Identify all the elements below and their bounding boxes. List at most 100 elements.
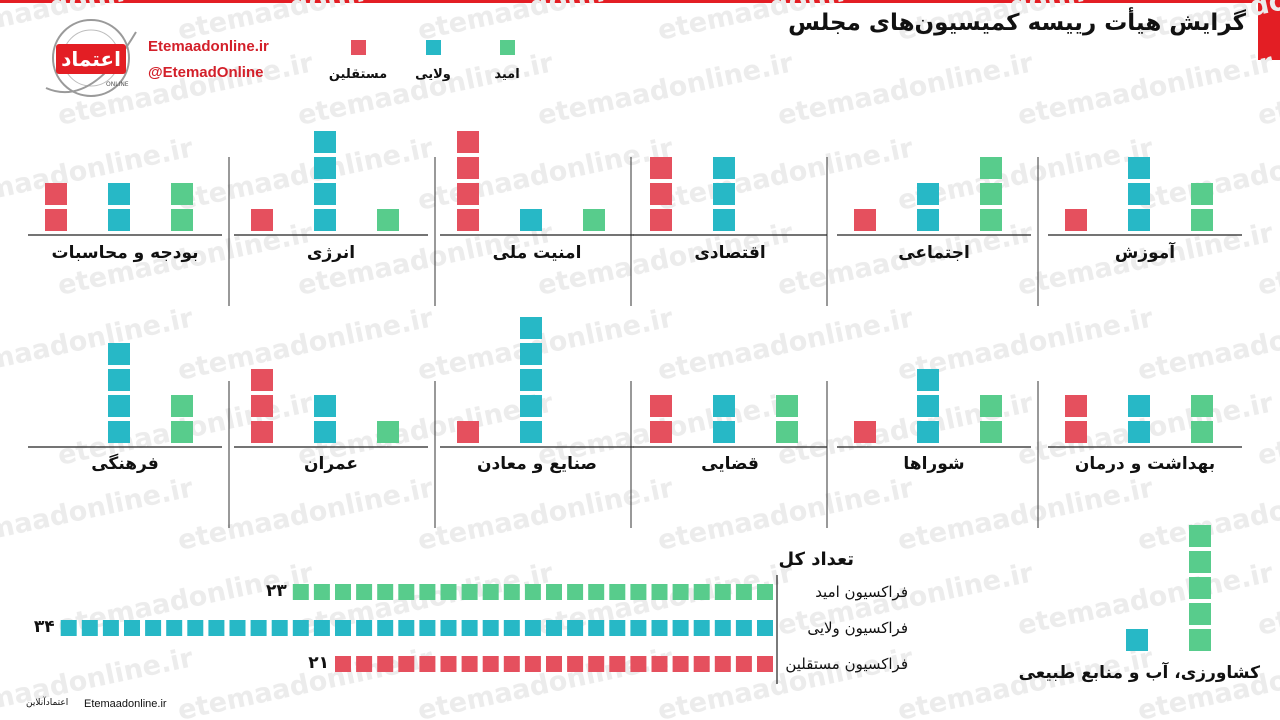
bar-block-mostaghel [1065, 421, 1087, 443]
total-block-velayi [166, 620, 183, 636]
total-block-mostaghel [757, 656, 773, 672]
total-block-omid [313, 584, 330, 600]
bar-block-omid [1191, 421, 1213, 443]
footer-name: اعتمادآنلاین [26, 698, 69, 708]
bar-block-velayi [520, 369, 542, 391]
bar-block-omid [1189, 577, 1211, 599]
totals-title: تعداد کل [778, 549, 854, 570]
bar-block-velayi [1128, 209, 1150, 231]
bar-block-mostaghel [251, 421, 273, 443]
bar-block-velayi [520, 209, 542, 231]
total-block-omid [292, 584, 309, 600]
svg-text:اعتماد: اعتماد [61, 47, 121, 71]
chart-title: گرایش هیأت رییسه کمیسیون‌های مجلس [788, 10, 1246, 36]
total-block-velayi [419, 620, 436, 636]
committee-label: فرهنگی [91, 454, 159, 474]
total-block-velayi [714, 620, 731, 636]
total-block-velayi [567, 620, 584, 636]
legend-label-velayi: ولایی [415, 67, 451, 82]
legend-mostaghel: مستقلین [318, 40, 398, 82]
bar-block-omid [1189, 629, 1211, 651]
bar-block-omid [980, 395, 1002, 417]
total-block-omid [440, 584, 457, 600]
total-block-mostaghel [398, 656, 415, 672]
total-block-velayi [546, 620, 562, 636]
total-block-velayi [398, 620, 415, 636]
total-block-velayi [356, 620, 373, 636]
total-block-omid [377, 584, 394, 600]
bar-block-velayi [108, 183, 130, 205]
total-label-omid: فراکسیون امید [815, 583, 908, 601]
total-block-velayi [630, 620, 647, 636]
total-block-omid [757, 584, 773, 600]
total-block-mostaghel [735, 656, 752, 672]
total-block-omid [714, 584, 731, 600]
legend-label-omid: امید [494, 67, 520, 82]
total-block-mostaghel [588, 656, 605, 672]
total-block-velayi [313, 620, 330, 636]
total-block-omid [735, 584, 752, 600]
total-value-velayi: ۳۴ [33, 617, 55, 637]
total-block-omid [609, 584, 626, 600]
committee-label: شوراها [903, 454, 965, 474]
total-block-mostaghel [609, 656, 626, 672]
bar-block-omid [1191, 209, 1213, 231]
bar-block-velayi [314, 421, 336, 443]
legend-omid: امید [467, 40, 547, 82]
bar-block-velayi [108, 209, 130, 231]
total-block-omid [567, 584, 584, 600]
bar-block-velayi [713, 395, 735, 417]
total-label-mostaghel: فراکسیون مستقلین [785, 655, 908, 673]
bar-block-velayi [314, 209, 336, 231]
total-block-velayi [482, 620, 499, 636]
total-block-velayi [229, 620, 246, 636]
bar-block-velayi [713, 421, 735, 443]
total-block-velayi [735, 620, 752, 636]
bar-block-velayi [314, 157, 336, 179]
logo-icon: اعتماد ONLINE [45, 19, 137, 97]
total-block-velayi [524, 620, 541, 636]
bar-block-omid [1189, 525, 1211, 547]
committee-label: بهداشت و درمان [1074, 454, 1216, 474]
total-block-mostaghel [440, 656, 457, 672]
bar-block-velayi [1128, 421, 1150, 443]
bar-block-mostaghel [251, 369, 273, 391]
total-block-velayi [124, 620, 140, 636]
bar-block-mostaghel [457, 131, 479, 153]
bar-block-mostaghel [650, 209, 672, 231]
bar-block-velayi [108, 395, 130, 417]
legend-swatch-mostaghel [350, 40, 366, 55]
footer-site: Etemaadonline.ir [84, 698, 167, 710]
bar-block-omid [1191, 183, 1213, 205]
total-block-velayi [588, 620, 605, 636]
bar-block-omid [171, 183, 193, 205]
bar-block-mostaghel [45, 209, 67, 231]
social-handle: @EtemadOnline [148, 64, 264, 81]
total-block-omid [356, 584, 373, 600]
total-block-omid [524, 584, 541, 600]
bar-block-mostaghel [45, 183, 67, 205]
total-block-velayi [145, 620, 162, 636]
bar-block-omid [377, 209, 399, 231]
bar-block-velayi [520, 395, 542, 417]
bar-block-omid [583, 209, 605, 231]
bar-block-mostaghel [457, 157, 479, 179]
total-block-mostaghel [546, 656, 562, 672]
bar-block-mostaghel [650, 395, 672, 417]
bar-block-omid [980, 209, 1002, 231]
bar-block-mostaghel [457, 421, 479, 443]
committee-label: آموزش [1114, 243, 1176, 263]
total-block-velayi [208, 620, 225, 636]
bar-block-velayi [713, 157, 735, 179]
bar-block-mostaghel [1065, 395, 1087, 417]
bar-block-mostaghel [854, 209, 876, 231]
bar-block-velayi [1126, 629, 1148, 651]
bar-block-velayi [314, 183, 336, 205]
total-block-mostaghel [503, 656, 520, 672]
total-block-mostaghel [461, 656, 478, 672]
bar-block-mostaghel [1065, 209, 1087, 231]
total-block-velayi [440, 620, 457, 636]
total-block-mostaghel [651, 656, 668, 672]
bar-block-omid [980, 183, 1002, 205]
bar-block-omid [776, 421, 798, 443]
